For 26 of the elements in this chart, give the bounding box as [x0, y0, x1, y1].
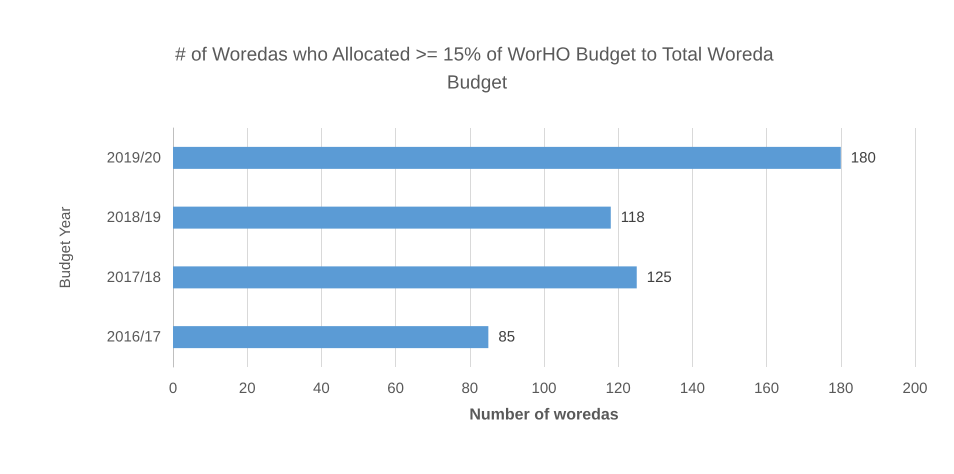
bar: [173, 266, 637, 288]
x-axis-title: Number of woredas: [469, 406, 619, 424]
data-label: 180: [850, 149, 876, 166]
data-label: 125: [646, 268, 672, 286]
y-axis-title: Budget Year: [57, 206, 74, 288]
x-tick-label: 0: [168, 380, 178, 397]
x-tick-label: 160: [754, 380, 780, 397]
data-label: 118: [620, 209, 645, 226]
x-tick-label: 60: [387, 380, 404, 397]
bar: [173, 146, 841, 169]
y-tick-label: 2018/19: [106, 209, 161, 226]
x-tick-label: 120: [606, 380, 631, 397]
y-tick-label: 2019/20: [106, 149, 161, 166]
x-tick-label: 40: [313, 380, 330, 397]
x-tick-label: 100: [531, 380, 557, 397]
bar: [173, 326, 488, 348]
y-tick-label: 2017/18: [106, 268, 161, 286]
x-tick-label: 80: [461, 380, 478, 397]
bar: [173, 206, 611, 229]
x-tick-label: 140: [680, 380, 705, 397]
data-label: 85: [498, 328, 516, 346]
y-tick-label: 2016/17: [106, 328, 161, 346]
x-tick-label: 180: [828, 380, 854, 397]
chart-title: # of Woredas who Allocated >= 15% of WorHO Budget to Total Woreda Budget: [175, 44, 779, 94]
x-tick-label: 20: [238, 380, 256, 397]
x-tick-label: 200: [902, 380, 928, 397]
